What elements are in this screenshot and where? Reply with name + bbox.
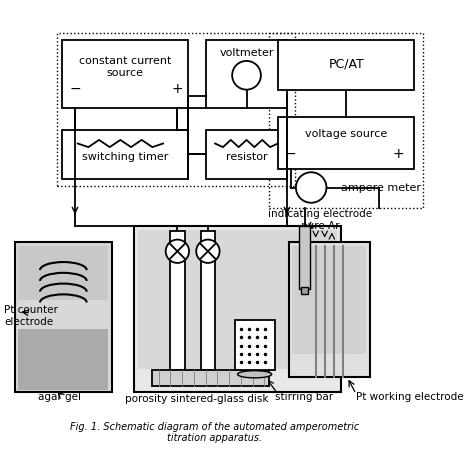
Text: constant current
source: constant current source	[79, 56, 172, 78]
Bar	[235, 320, 275, 370]
Text: −: −	[285, 147, 296, 161]
Bar	[18, 246, 108, 300]
Bar	[63, 40, 188, 108]
Bar	[134, 226, 341, 392]
Text: Pt working electrode: Pt working electrode	[356, 392, 464, 402]
Bar	[206, 130, 287, 179]
Bar	[269, 33, 423, 208]
Bar	[292, 246, 366, 354]
Text: voltage source: voltage source	[305, 129, 387, 139]
Circle shape	[296, 172, 327, 203]
Text: voltmeter: voltmeter	[219, 48, 274, 58]
Bar	[63, 130, 188, 179]
Bar	[278, 40, 414, 90]
Text: agar gel: agar gel	[38, 392, 81, 402]
Bar	[18, 329, 108, 389]
Bar	[300, 226, 310, 289]
Text: A: A	[306, 181, 316, 194]
Text: stirring bar: stirring bar	[275, 392, 333, 402]
Bar	[301, 287, 309, 295]
Text: PC/AT: PC/AT	[328, 58, 364, 71]
Bar	[206, 40, 287, 108]
Text: Fig. 1. Schematic diagram of the automated amperometric
titration apparatus.: Fig. 1. Schematic diagram of the automat…	[70, 422, 359, 443]
Bar	[57, 33, 295, 185]
Text: resistor: resistor	[226, 152, 267, 162]
Bar	[138, 230, 337, 369]
Text: −: −	[69, 82, 81, 96]
Text: V: V	[242, 69, 251, 82]
Bar	[152, 370, 269, 386]
Text: +: +	[392, 147, 404, 161]
Bar	[170, 231, 184, 370]
Circle shape	[166, 240, 189, 263]
Text: porosity sintered-glass disk: porosity sintered-glass disk	[126, 395, 269, 405]
Ellipse shape	[237, 371, 272, 378]
Text: ampere meter: ampere meter	[341, 183, 421, 193]
Circle shape	[196, 240, 219, 263]
Text: Pt counter
electrode: Pt counter electrode	[4, 305, 58, 327]
Bar	[289, 242, 370, 377]
Text: switching timer: switching timer	[82, 152, 168, 162]
Text: indicating electrode
pure Ar: indicating electrode pure Ar	[268, 209, 372, 231]
Bar	[201, 231, 215, 370]
Text: +: +	[172, 82, 183, 96]
Circle shape	[232, 61, 261, 90]
Bar	[15, 242, 112, 392]
Bar	[278, 117, 414, 169]
